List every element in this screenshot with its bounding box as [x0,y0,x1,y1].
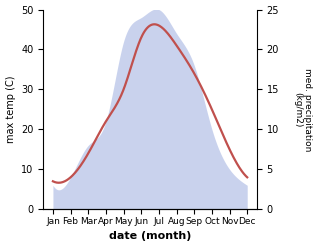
X-axis label: date (month): date (month) [109,231,191,242]
Y-axis label: max temp (C): max temp (C) [5,76,16,143]
Y-axis label: med. precipitation
(kg/m2): med. precipitation (kg/m2) [293,68,313,151]
